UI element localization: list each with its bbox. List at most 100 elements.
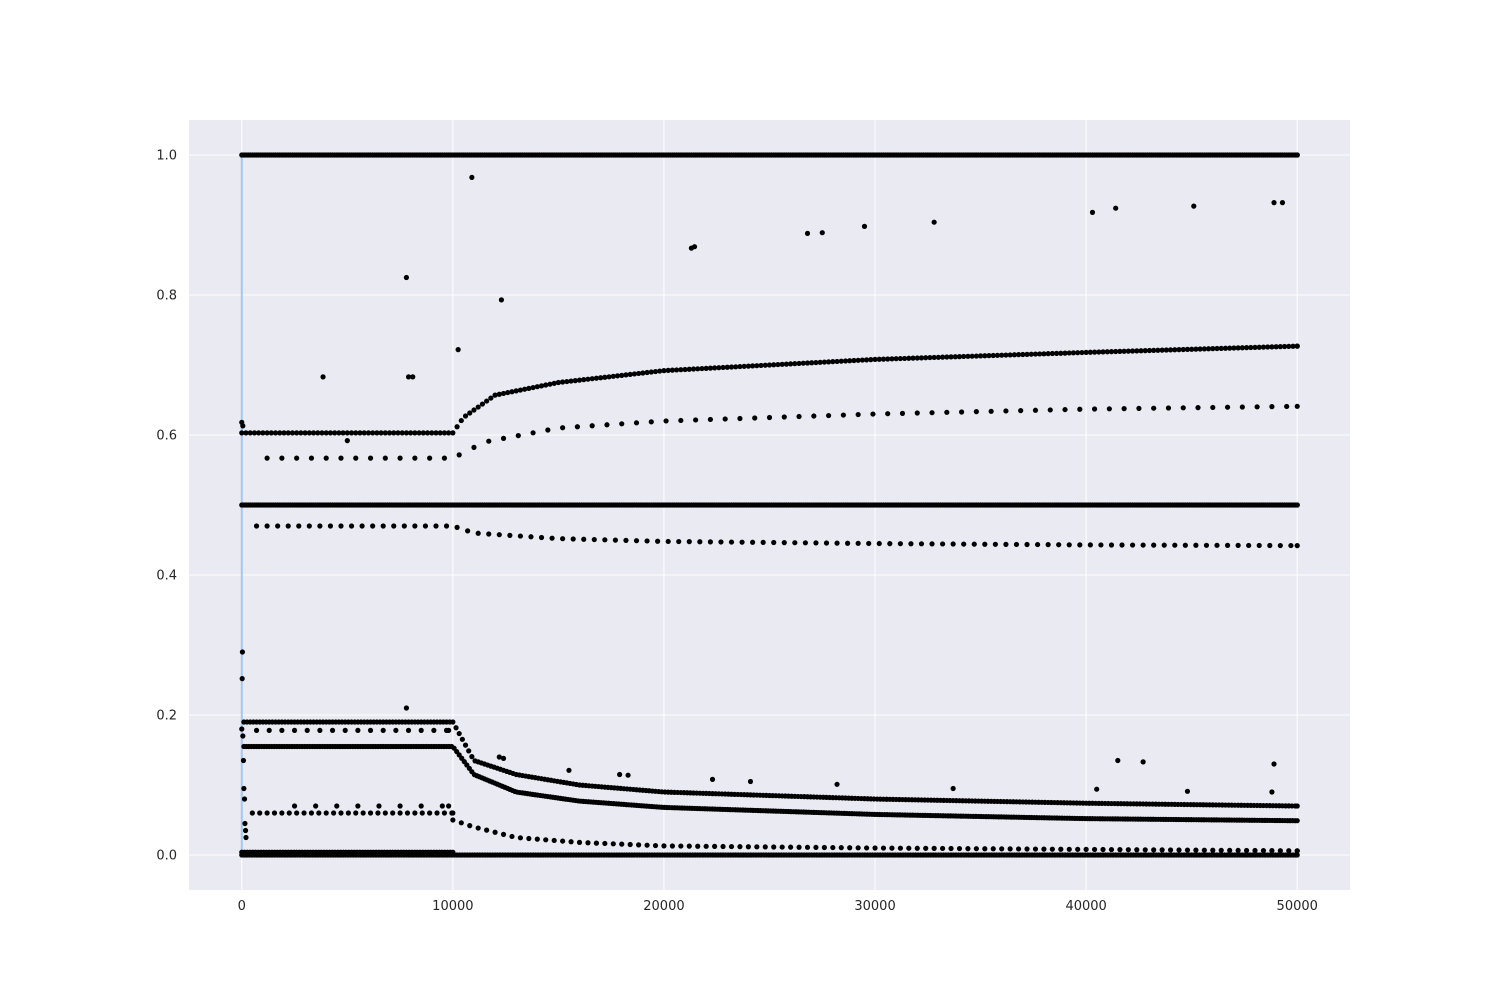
data-point	[804, 230, 811, 236]
data-point	[496, 754, 502, 760]
data-point	[268, 430, 274, 436]
data-point	[887, 541, 893, 547]
data-point	[308, 455, 315, 461]
data-point	[1197, 346, 1203, 352]
data-point	[1003, 541, 1009, 547]
data-point	[1077, 406, 1083, 412]
data-point	[1007, 846, 1013, 852]
data-point	[1286, 848, 1292, 854]
data-point	[281, 430, 287, 436]
data-point	[418, 727, 424, 734]
data-point	[545, 427, 551, 433]
data-point	[591, 536, 597, 543]
data-point	[446, 803, 452, 809]
data-point	[420, 430, 426, 436]
data-point	[709, 776, 716, 783]
data-point	[365, 430, 372, 436]
data-point	[1267, 542, 1273, 549]
data-point	[1003, 408, 1009, 414]
data-point	[306, 523, 312, 529]
data-point	[1214, 542, 1220, 548]
data-point	[386, 430, 393, 436]
data-point	[686, 539, 692, 545]
data-point	[813, 359, 819, 366]
data-point	[703, 365, 709, 371]
data-point	[1049, 846, 1055, 852]
data-point	[678, 417, 684, 424]
data-point	[1290, 343, 1296, 349]
data-point	[1294, 543, 1300, 549]
data-point	[636, 842, 642, 848]
data-point	[655, 538, 661, 544]
data-point	[397, 803, 403, 809]
data-point	[602, 537, 608, 543]
data-point	[431, 727, 437, 734]
data-point	[1136, 405, 1142, 411]
data-point	[674, 367, 680, 373]
data-point	[724, 364, 730, 370]
data-point	[741, 363, 747, 369]
data-point	[897, 845, 903, 851]
data-point	[1056, 542, 1062, 548]
y-tick-label: 0.8	[156, 289, 177, 304]
data-point	[1218, 847, 1224, 853]
data-point	[405, 374, 412, 380]
data-point	[716, 365, 722, 371]
data-point	[589, 423, 595, 429]
data-point	[380, 727, 386, 734]
data-point	[264, 523, 270, 529]
data-point	[551, 837, 557, 844]
data-point	[1246, 542, 1252, 549]
data-point	[1254, 404, 1260, 410]
data-point	[864, 845, 870, 851]
data-point	[1201, 346, 1207, 352]
data-point	[1041, 846, 1047, 852]
data-point	[492, 392, 498, 398]
data-point	[754, 844, 760, 850]
data-point	[549, 535, 555, 541]
data-point	[1193, 847, 1199, 853]
data-point	[676, 538, 682, 545]
data-point	[889, 845, 895, 851]
data-point	[329, 727, 336, 734]
data-point	[1032, 351, 1039, 357]
data-point	[534, 384, 540, 390]
data-point	[1087, 349, 1093, 355]
data-point	[1155, 347, 1161, 353]
data-point	[243, 834, 249, 841]
data-point	[240, 733, 246, 739]
data-point	[990, 846, 996, 852]
data-point	[500, 435, 507, 441]
data-point	[443, 523, 450, 529]
data-point	[1205, 346, 1212, 352]
data-point	[640, 370, 646, 376]
data-point	[699, 365, 705, 372]
data-point	[823, 540, 830, 546]
data-point	[1125, 847, 1131, 853]
data-point	[1015, 352, 1022, 358]
data-point	[289, 430, 296, 436]
data-point	[429, 430, 435, 436]
y-tick-label: 0.4	[156, 569, 177, 584]
data-point	[272, 430, 279, 436]
data-point	[469, 174, 475, 180]
data-point	[456, 452, 462, 458]
data-point	[446, 727, 452, 734]
data-point	[526, 385, 532, 391]
data-point	[543, 837, 549, 843]
data-point	[522, 386, 528, 392]
data-point	[1189, 346, 1195, 352]
data-point	[739, 539, 745, 545]
data-point	[631, 371, 638, 377]
data-point	[1077, 542, 1083, 548]
data-point	[1024, 541, 1030, 548]
data-point	[999, 846, 1005, 852]
data-point	[484, 398, 490, 404]
data-point	[239, 649, 246, 655]
data-point	[783, 361, 789, 367]
data-point	[360, 810, 366, 816]
data-point	[1142, 847, 1148, 853]
data-point	[623, 372, 629, 378]
data-point	[771, 362, 777, 368]
data-point	[367, 727, 374, 734]
